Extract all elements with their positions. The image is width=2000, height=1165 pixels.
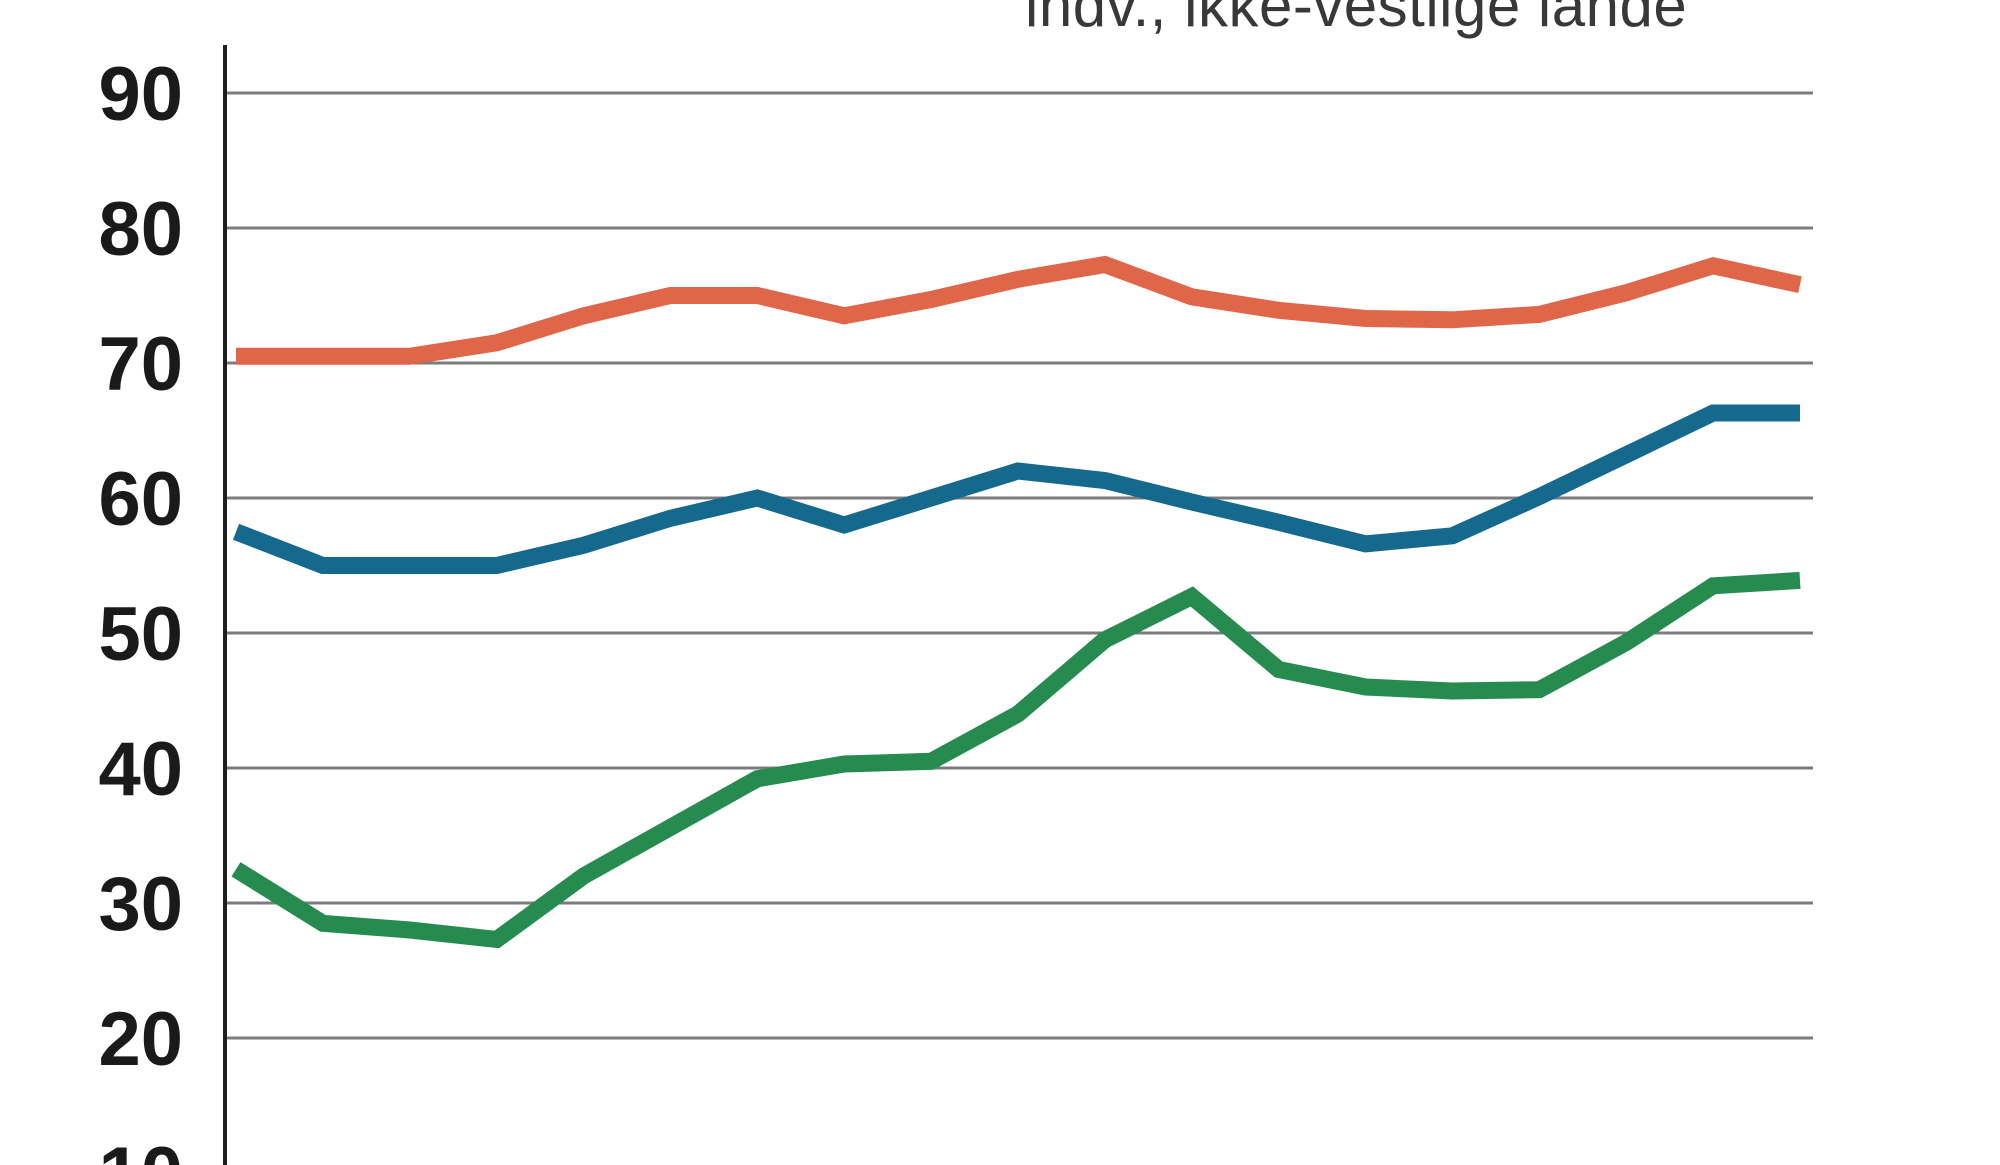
- y-axis-tick-label: 90: [98, 52, 183, 137]
- y-axis-tick-label: 80: [98, 187, 183, 272]
- y-axis-tick-label: 30: [98, 862, 183, 947]
- series-blue-line: [232, 404, 1800, 574]
- y-axis-tick-label: 40: [98, 727, 183, 812]
- y-axis-tick-label: 60: [98, 457, 183, 542]
- series-green-line: [231, 571, 1801, 949]
- y-axis-tick-label: 20: [98, 997, 183, 1082]
- y-axis-tick-label: 70: [98, 322, 183, 407]
- series-orange-line: [236, 255, 1802, 365]
- y-axis-tick-label: 10: [98, 1132, 183, 1165]
- y-axis-tick-label: 50: [98, 592, 183, 677]
- chart-title-fragment: indv., ikke-vestlige lande: [1025, 0, 1688, 39]
